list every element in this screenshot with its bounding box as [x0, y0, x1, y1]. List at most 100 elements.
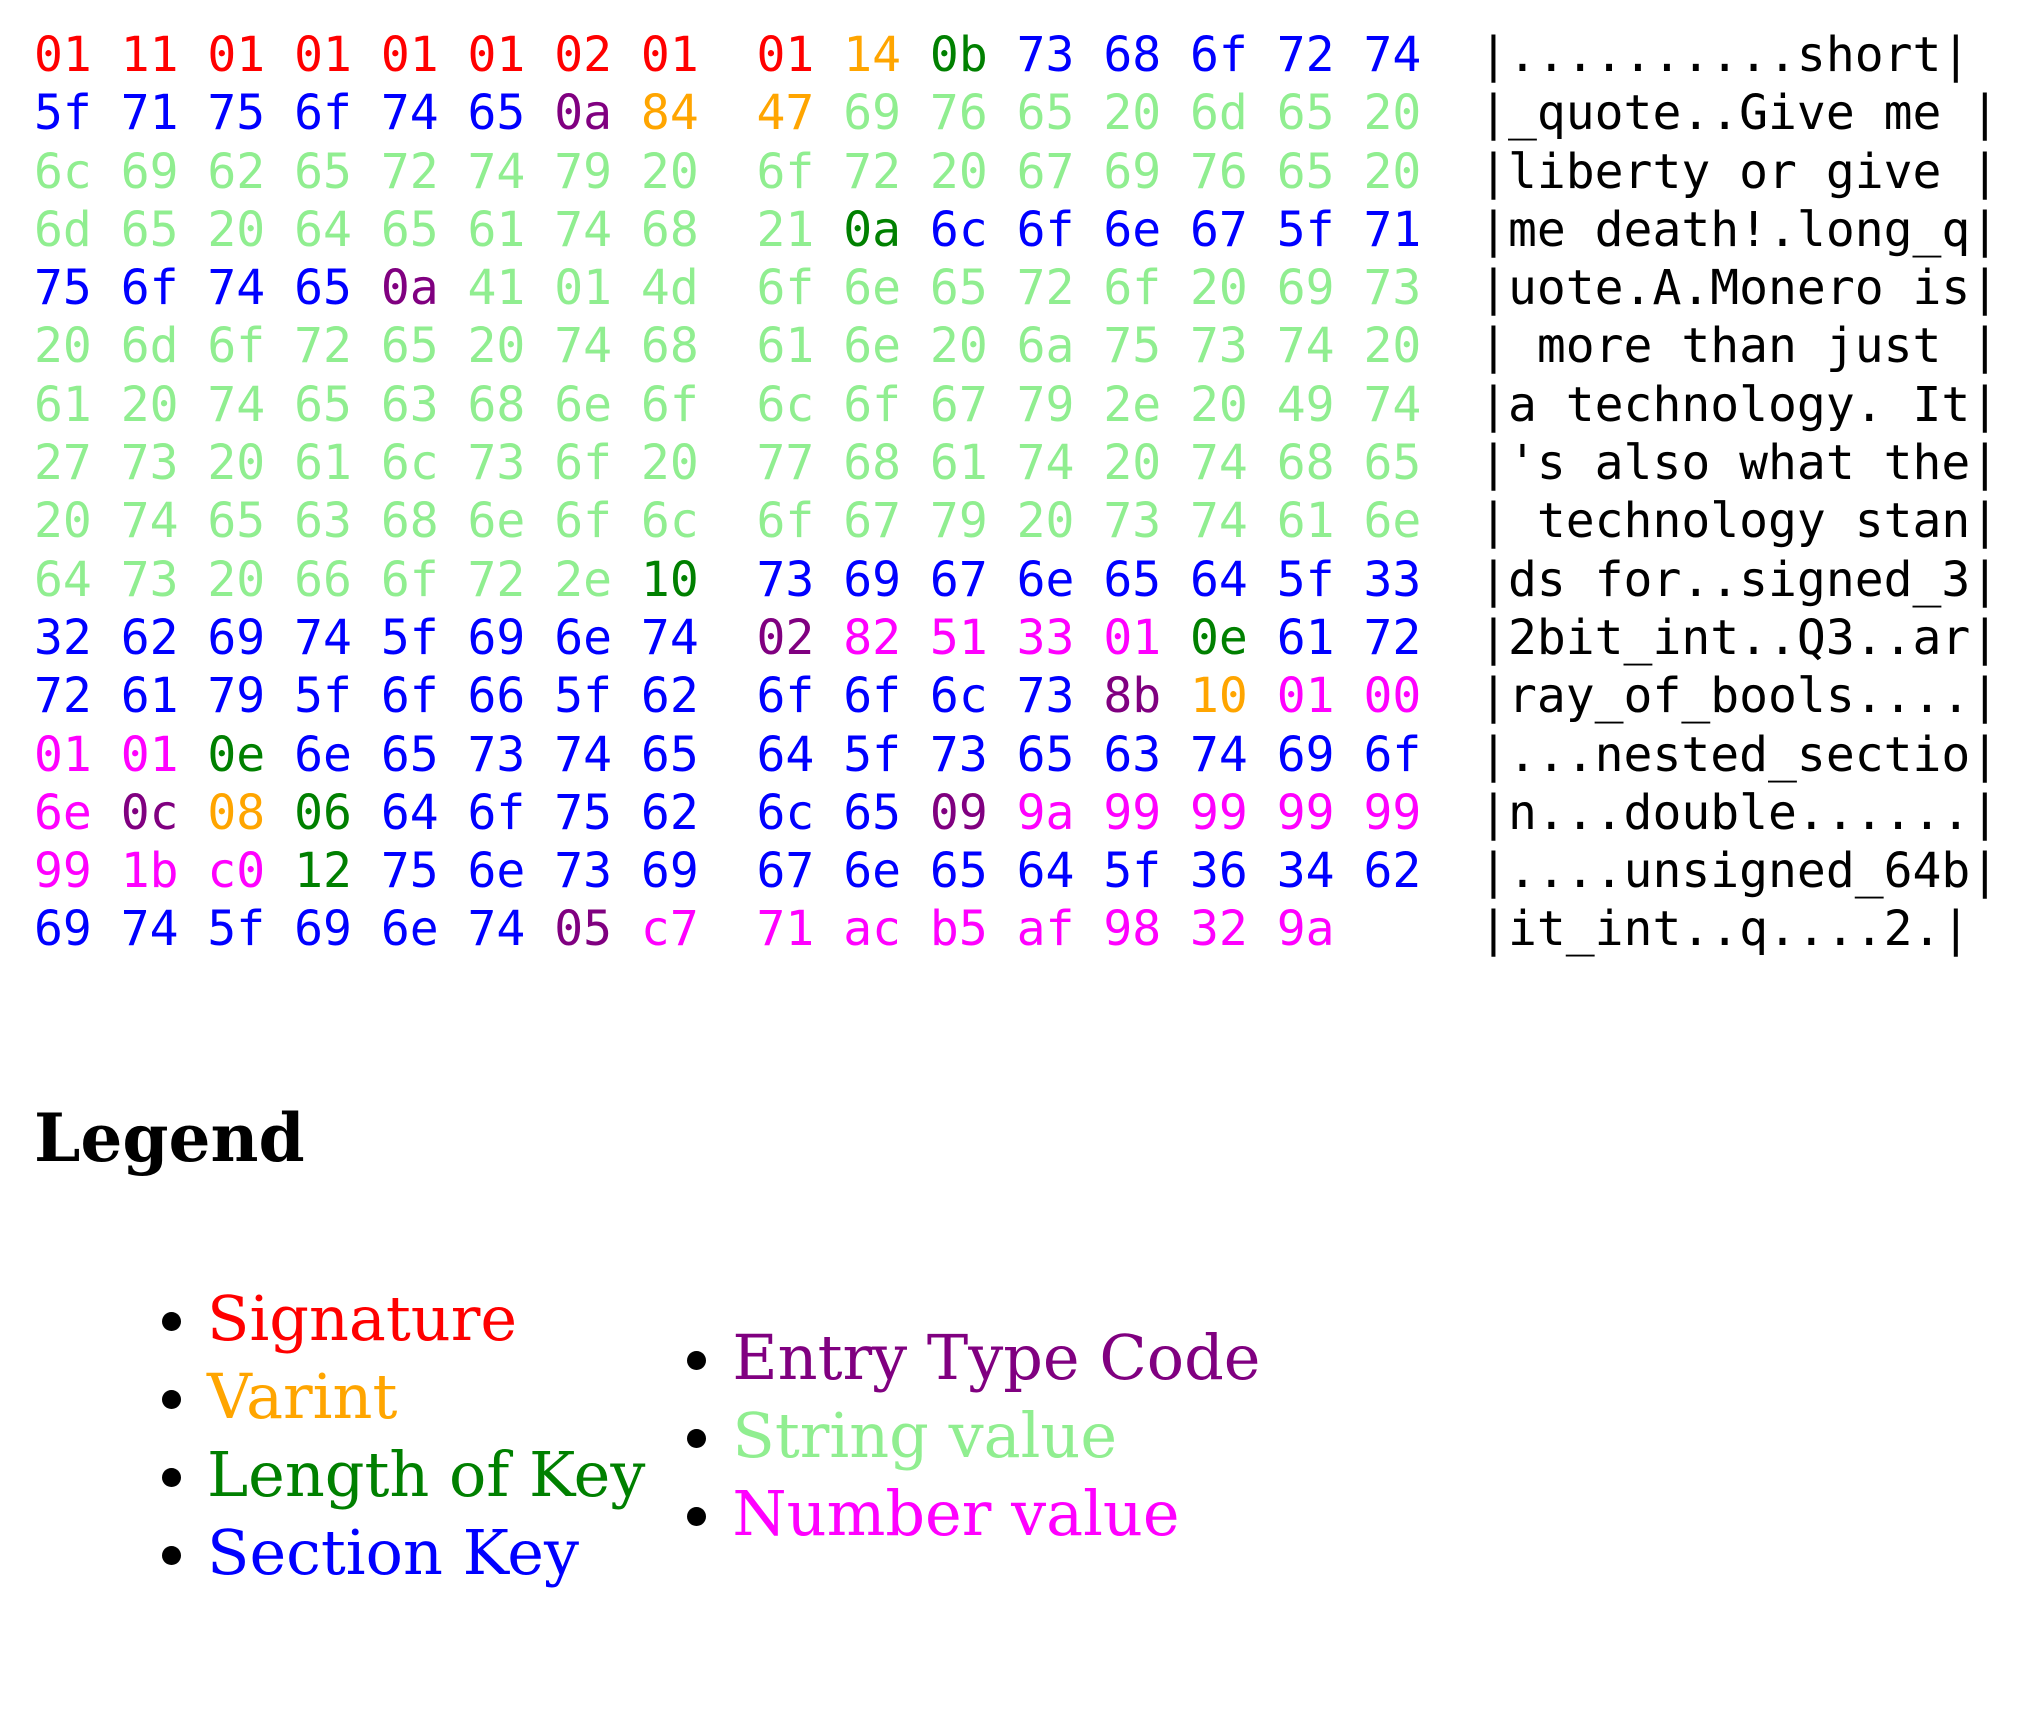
- hex-byte: 99: [34, 843, 92, 900]
- hex-byte: 73: [1016, 668, 1075, 725]
- hex-byte: 6c: [756, 784, 815, 841]
- legend-label: Number value: [732, 1477, 1180, 1550]
- hex-byte: 01: [1276, 668, 1335, 725]
- hex-byte: 72: [34, 668, 92, 725]
- hex-byte: 20: [34, 318, 92, 375]
- hex-byte: 20: [120, 376, 179, 433]
- hex-byte: 65: [1363, 435, 1422, 492]
- hex-byte: c7: [640, 901, 699, 958]
- hex-byte: 74: [294, 609, 352, 666]
- hex-byte: 75: [1103, 318, 1162, 375]
- hex-byte: 5f: [34, 85, 92, 142]
- hex-byte: 6f: [1103, 260, 1162, 317]
- legend-label: Varint: [207, 1360, 398, 1433]
- hex-byte: 64: [34, 551, 92, 608]
- hex-byte: 01: [34, 27, 92, 83]
- hex-byte: 6a: [1016, 318, 1075, 375]
- hex-byte: 6c: [380, 435, 439, 492]
- hex-byte: 5f: [554, 668, 613, 725]
- hex-byte: 68: [380, 493, 439, 550]
- hex-byte: 01: [756, 27, 815, 83]
- legend-title: Legend: [34, 1099, 305, 1177]
- hex-byte: 63: [294, 493, 352, 550]
- hex-byte: 6f: [756, 668, 815, 725]
- hex-byte: 69: [294, 901, 352, 958]
- legend-item: Length of Key: [207, 1436, 645, 1514]
- hex-row: 5f 71 75 6f 74 65 0a 84 47 69 76 65 20 6…: [34, 84, 1999, 142]
- hex-byte: 74: [207, 376, 266, 433]
- hex-byte: 01: [1103, 609, 1162, 666]
- hex-byte: 73: [1363, 260, 1422, 317]
- ascii-column: |n...double......|: [1479, 784, 2000, 841]
- hex-byte: 64: [1190, 551, 1248, 608]
- hex-byte: 08: [207, 784, 266, 841]
- hex-byte: 68: [1276, 435, 1335, 492]
- hex-byte: 64: [294, 201, 352, 258]
- hex-byte: 20: [1103, 85, 1162, 142]
- hex-byte: 6e: [843, 260, 902, 317]
- hex-byte: 61: [1276, 493, 1335, 550]
- hex-dump: 01 11 01 01 01 01 02 01 01 14 0b 73 68 6…: [34, 26, 1999, 959]
- hex-byte: 20: [1103, 435, 1162, 492]
- hex-byte: 5f: [1276, 551, 1335, 608]
- hex-byte: 72: [1363, 609, 1422, 666]
- legend-label: String value: [732, 1399, 1118, 1472]
- hex-byte: 01: [34, 726, 92, 783]
- hex-byte: 20: [640, 143, 699, 200]
- ascii-column: |uote.A.Monero is|: [1479, 260, 2000, 317]
- hex-byte: 6f: [756, 493, 815, 550]
- hex-byte: 5f: [1103, 843, 1162, 900]
- hex-byte: 6e: [380, 901, 439, 958]
- hex-byte: 47: [756, 85, 815, 142]
- hex-byte: 6e: [467, 493, 526, 550]
- hex-byte: 72: [843, 143, 902, 200]
- ascii-column: |liberty or give |: [1479, 143, 2000, 200]
- hex-byte: 65: [1016, 726, 1075, 783]
- hex-byte: 82: [843, 609, 902, 666]
- hex-byte: 65: [294, 376, 352, 433]
- ascii-column: |2bit_int..Q3..ar|: [1479, 609, 2000, 666]
- hex-byte: 10: [1190, 668, 1248, 725]
- hex-byte: 6f: [380, 668, 439, 725]
- hex-byte: 65: [380, 318, 439, 375]
- ascii-column: |....unsigned_64b|: [1479, 843, 2000, 900]
- hex-byte: 69: [843, 551, 902, 608]
- hex-byte: 69: [207, 609, 266, 666]
- hex-byte: 74: [554, 201, 613, 258]
- hex-byte: 68: [1103, 27, 1162, 83]
- hex-byte: 71: [120, 85, 179, 142]
- ascii-column: |ds for..signed_3|: [1479, 551, 2000, 608]
- hex-byte: 65: [294, 143, 352, 200]
- hex-byte: 68: [640, 318, 699, 375]
- hex-byte: 74: [120, 493, 179, 550]
- hex-byte: 01: [120, 726, 179, 783]
- hex-byte: 74: [1363, 376, 1422, 433]
- hex-byte: 99: [1363, 784, 1422, 841]
- hex-byte: 62: [1363, 843, 1422, 900]
- hex-byte: 5f: [1276, 201, 1335, 258]
- hex-byte: 74: [1276, 318, 1335, 375]
- hex-byte: 6f: [843, 668, 902, 725]
- hex-byte: 0c: [120, 784, 179, 841]
- ascii-column: |me death!.long_q|: [1479, 201, 2000, 258]
- hex-byte: 73: [756, 551, 815, 608]
- hex-byte: 41: [467, 260, 526, 317]
- hex-byte: 75: [34, 260, 92, 317]
- hex-row: 01 01 0e 6e 65 73 74 65 64 5f 73 65 63 7…: [34, 726, 1999, 784]
- hex-byte: 61: [1276, 609, 1335, 666]
- hex-byte: 67: [756, 843, 815, 900]
- hex-byte: 74: [467, 143, 526, 200]
- hex-byte: 66: [294, 551, 352, 608]
- hex-byte: 65: [929, 260, 988, 317]
- hex-byte: 20: [1016, 493, 1075, 550]
- hex-byte: 8b: [1103, 668, 1162, 725]
- hex-byte: 6c: [640, 493, 699, 550]
- hex-byte: 0a: [380, 260, 439, 317]
- hex-byte: 01: [207, 27, 266, 83]
- hex-byte: 6e: [843, 843, 902, 900]
- hex-byte: 6c: [929, 668, 988, 725]
- hex-byte: 01: [554, 260, 613, 317]
- hex-byte: 73: [467, 726, 526, 783]
- ascii-column: |_quote..Give me |: [1479, 85, 2000, 142]
- hex-byte: 64: [1016, 843, 1075, 900]
